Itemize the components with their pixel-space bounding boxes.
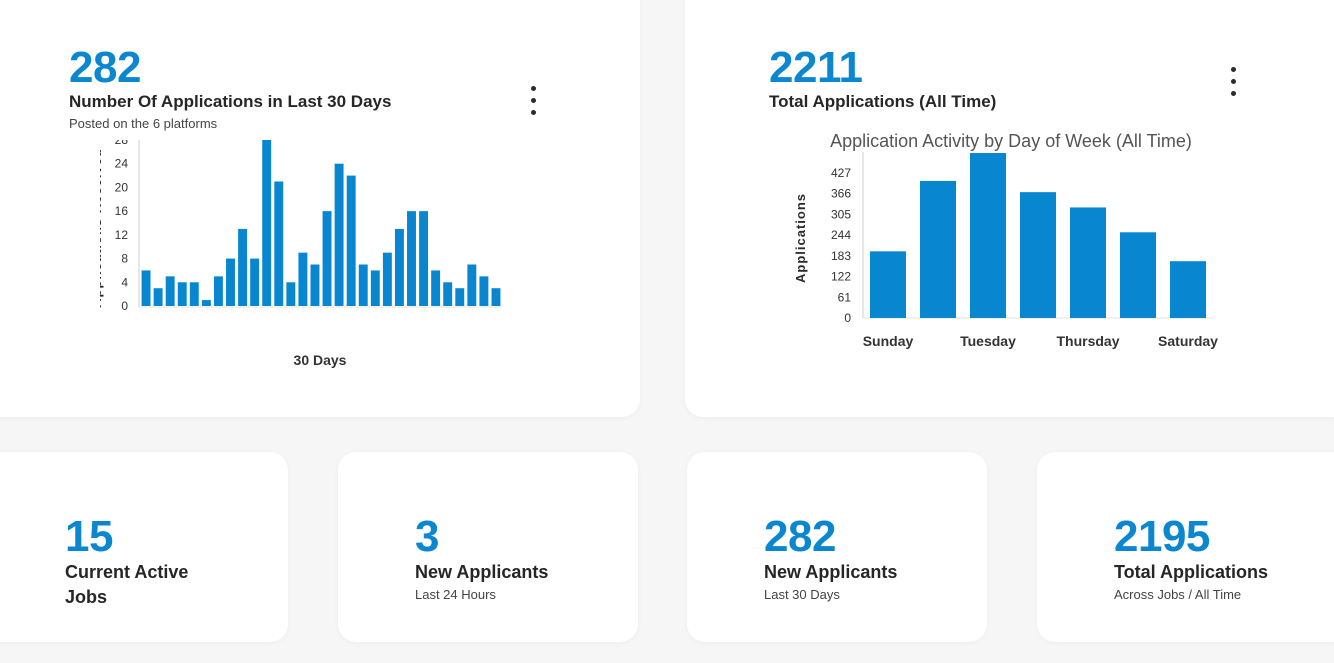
- x-tick-label: Sunday: [863, 333, 914, 349]
- y-tick-label: 122: [831, 270, 851, 284]
- y-tick-label: 305: [831, 207, 851, 221]
- y-tick-label: 12: [115, 228, 129, 242]
- bar: [201, 300, 211, 306]
- total-applications-value: 2211: [769, 43, 863, 92]
- y-tick-label: 24: [115, 157, 129, 171]
- bar: [407, 211, 416, 306]
- x-tick-label: Tuesday: [960, 333, 1016, 349]
- y-tick-label: 4: [121, 275, 128, 289]
- stat-card-active-jobs: 15 Current Active Jobs: [0, 452, 288, 642]
- y-tick-label: 61: [838, 290, 852, 304]
- y-tick-label: 244: [831, 228, 851, 242]
- stat-card-new-applicants-30d: 282 New Applicants Last 30 Days: [687, 452, 987, 642]
- bar: [431, 270, 441, 306]
- y-tick-label: 20: [115, 180, 129, 194]
- bar: [286, 282, 296, 306]
- x-tick-label: Saturday: [1158, 333, 1218, 349]
- x-axis-label: 30 Days: [294, 352, 347, 368]
- bar: [419, 211, 429, 306]
- stat-subtitle: Last 24 Hours: [415, 587, 496, 602]
- bar: [189, 282, 199, 306]
- stat-card-new-applicants-24h: 3 New Applicants Last 24 Hours: [338, 452, 638, 642]
- stat-card-total-applications: 2195 Total Applications Across Jobs / Al…: [1037, 452, 1334, 642]
- kebab-menu-icon[interactable]: [1228, 65, 1238, 99]
- y-tick-label: 183: [831, 249, 851, 263]
- bar: [382, 252, 392, 306]
- stat-value: 2195: [1114, 512, 1210, 561]
- total-applications-card: 2211 Total Applications (All Time) Appli…: [685, 0, 1334, 417]
- bar: [920, 180, 956, 318]
- bar: [141, 270, 151, 306]
- bar: [1020, 192, 1056, 318]
- bar: [370, 270, 380, 306]
- bar: [250, 258, 260, 306]
- chart-title: Application Activity by Day of Week (All…: [830, 131, 1192, 151]
- bar: [177, 282, 187, 306]
- bar: [970, 153, 1006, 318]
- bar: [1070, 207, 1106, 318]
- stat-title-line1: Current Active: [65, 562, 189, 582]
- bar: [238, 228, 248, 306]
- stat-title-line2: Jobs: [65, 587, 108, 607]
- y-tick-label: 366: [831, 187, 851, 201]
- bar: [467, 264, 477, 306]
- bar: [346, 175, 356, 306]
- bar: [298, 252, 308, 306]
- bar: [322, 211, 332, 306]
- bar: [226, 258, 235, 306]
- bar: [1120, 232, 1156, 318]
- bar: [491, 288, 501, 306]
- bar: [334, 163, 344, 306]
- bar: [455, 288, 465, 306]
- bar: [479, 276, 489, 306]
- stat-value: 282: [764, 512, 836, 561]
- bar: [213, 276, 223, 306]
- bar: [153, 288, 163, 306]
- x-tick-label: Thursday: [1056, 333, 1119, 349]
- bar: [310, 264, 320, 306]
- bar: [443, 282, 453, 306]
- total-applications-title: Total Applications (All Time): [769, 92, 997, 111]
- kebab-menu-icon[interactable]: [528, 84, 538, 118]
- applications-30-days-title: Number Of Applications in Last 30 Days: [69, 92, 392, 111]
- y-tick-label: 427: [831, 166, 851, 180]
- bar: [394, 228, 404, 306]
- bar: [1170, 261, 1206, 318]
- bar: [262, 140, 272, 306]
- y-tick-label: 28: [115, 140, 129, 147]
- applications-30-days-chart: 0 4 8 12 16 20 24 28 Applications Received 30 Day…: [100, 140, 502, 368]
- applications-30-days-card: 282 Number Of Applications in Last 30 Da…: [0, 0, 640, 417]
- bar: [165, 276, 175, 306]
- stat-subtitle: Last 30 Days: [764, 587, 840, 602]
- y-axis-label: Applications Received: [100, 148, 104, 308]
- stat-title: Total Applications: [1114, 562, 1269, 582]
- y-tick-label: 0: [844, 311, 851, 325]
- y-tick-label: 0: [121, 299, 128, 313]
- stat-title: New Applicants: [415, 562, 549, 582]
- stat-subtitle: Across Jobs / All Time: [1114, 587, 1242, 602]
- stat-title: New Applicants: [764, 562, 898, 582]
- day-of-week-chart: Application Activity by Day of Week (All…: [795, 131, 1218, 349]
- applications-30-days-value: 282: [69, 43, 141, 92]
- bar: [870, 251, 906, 318]
- stat-title: Current Active Jobs: [65, 560, 188, 610]
- stat-value: 15: [65, 512, 113, 561]
- bar: [358, 264, 368, 306]
- bar: [274, 181, 284, 306]
- y-tick-label: 8: [121, 252, 128, 266]
- applications-30-days-subtitle: Posted on the 6 platforms: [69, 116, 218, 131]
- stat-value: 3: [415, 512, 439, 561]
- y-axis-label: Applications: [795, 193, 808, 283]
- y-tick-label: 16: [115, 204, 129, 218]
